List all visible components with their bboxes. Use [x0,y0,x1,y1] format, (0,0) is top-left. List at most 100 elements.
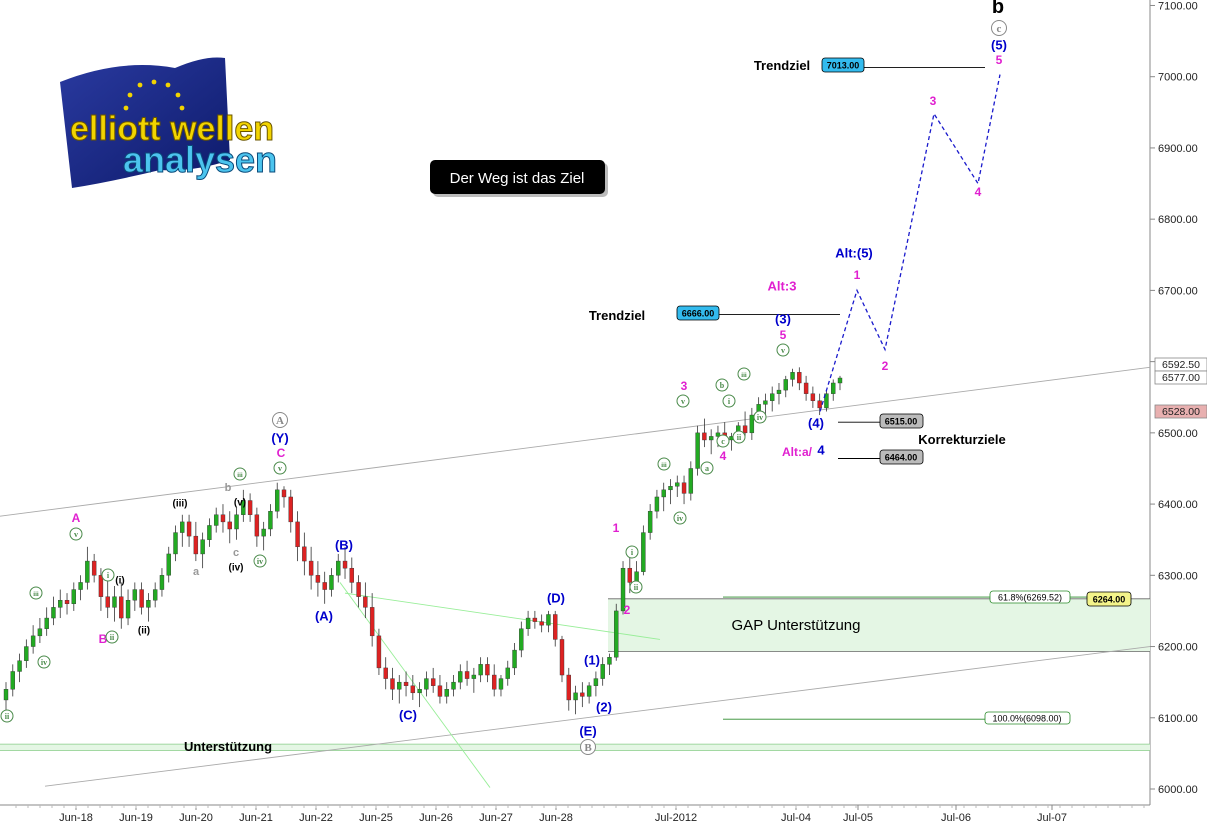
last-price-badges: 6592.50 6577.00 6528.00 [1154,357,1207,419]
logo-text-2: analysen [123,139,277,180]
candle-body [790,372,795,380]
circled-label: iv [41,658,47,667]
x-tick-label: Jun-19 [119,812,153,824]
candle-body [614,610,619,658]
logo-text-1: elliott wellen [70,110,274,148]
wave-label: B [99,632,108,646]
channel-line [344,592,661,640]
circled-label-ring [732,430,746,444]
candle-body [159,575,165,590]
x-tick-label: Jul-05 [843,812,873,824]
fib-618-badge: 6264.00 [1093,595,1126,605]
candle-body [410,685,416,694]
price-badge-3-bg [1154,404,1207,419]
candle-body [37,628,43,637]
candle-body [525,617,531,629]
fib-618-label: 61.8%(6269.52) [998,593,1062,603]
candle-body [220,514,226,523]
wave-label: (2) [596,700,612,715]
wave-label: (C) [399,708,417,723]
circled-label: b [720,381,725,390]
circled-label-ring [273,461,287,475]
wave-label: (D) [547,591,565,606]
circled-label: c [721,437,725,446]
candle-body [505,667,510,679]
candle-body [125,600,131,619]
price-badge-2-bg [1154,370,1207,385]
fib-100-box [984,711,1071,725]
wave-label: (1) [584,653,600,668]
x-tick-label: Jul-06 [941,812,971,824]
price-badge-2: 6577.00 [1162,372,1200,384]
candle-body [688,468,694,494]
candle-body [437,685,443,697]
candle-body [532,617,538,622]
x-tick-label: Jun-22 [299,812,333,824]
wave-label: (B) [335,538,353,553]
logo: elliott wellen analysen [60,57,278,188]
candle-body [512,649,517,669]
circled-label: i [107,571,110,580]
candle-body [302,546,307,562]
candle-body [546,614,551,626]
wave-label: (3) [775,312,791,327]
candle-body [58,600,63,608]
candle-body [580,692,585,697]
wave-label: (Y) [271,431,288,446]
chart-title: Der Weg ist das Ziel [450,170,585,187]
wave-label: 5 [996,53,1003,67]
candle-body [308,560,314,576]
candle-body [424,678,429,690]
candle-body [234,514,239,530]
candle-body [105,596,110,608]
wave-label: 3 [930,94,937,108]
circled-label: A [276,415,284,427]
correction-label: Korrekturziele [918,432,1005,447]
x-tick-label: Jun-25 [359,812,393,824]
candle-body [498,678,504,690]
candle-body [817,400,822,409]
candle-body [363,596,368,608]
wave-label: 1 [854,268,861,282]
candle-body [430,678,436,686]
candle-body [336,560,341,576]
wave-label-group: b(5)534Alt:(5)12Alt:3(3)5(4)Alt:a/43412(… [72,0,1007,739]
wave-label: 4 [720,449,727,463]
candle-body [647,511,653,533]
circled-label: v [781,346,785,355]
wave-label: a [193,566,200,578]
candle-body [275,489,280,512]
candle-body [30,635,36,647]
wave-label: (i) [115,576,124,587]
fib-618-box [989,590,1071,604]
x-tick-label: Jun-27 [479,812,513,824]
wave-label: (5) [991,38,1007,53]
candle-body [44,617,49,629]
candle-body [349,567,355,583]
candle-body [403,681,409,686]
y-tick-label: 7100.00 [1158,0,1198,12]
candle-body [776,389,782,394]
candle-body [600,664,605,679]
circled-label-ring [991,20,1007,36]
candle-body [810,393,816,401]
candle-body [620,567,626,612]
candle-body [119,596,124,619]
candle-body [627,567,633,583]
candle-body [417,689,422,694]
y-tick-label: 6800.00 [1158,214,1198,226]
circled-label-ring [737,367,751,381]
x-tick-label: Jul-07 [1037,812,1067,824]
candle-body [586,685,592,697]
circled-label-ring [233,467,247,481]
candle-body [112,596,117,608]
circled-label-ring [0,709,14,723]
candle-body [464,671,470,679]
circled-label: iv [677,514,683,523]
candle-group [3,367,843,715]
circled-label: ii [5,712,10,721]
x-tick-label: Jun-28 [539,812,573,824]
candle-body [837,377,843,384]
candle-body [749,414,755,434]
candle-body [24,646,29,661]
